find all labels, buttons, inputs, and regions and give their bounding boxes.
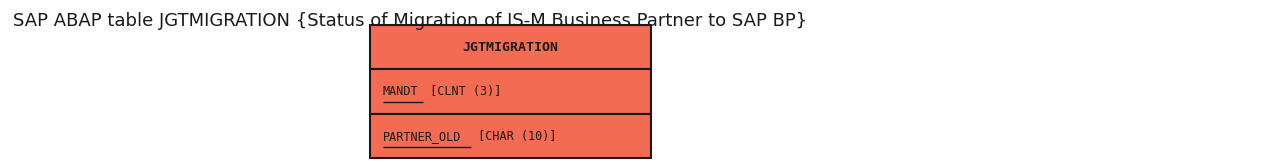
FancyBboxPatch shape [370, 114, 651, 158]
Text: JGTMIGRATION: JGTMIGRATION [462, 41, 559, 53]
Text: [CLNT (3)]: [CLNT (3)] [422, 85, 501, 98]
FancyBboxPatch shape [370, 25, 651, 69]
Text: SAP ABAP table JGTMIGRATION {Status of Migration of IS-M Business Partner to SAP: SAP ABAP table JGTMIGRATION {Status of M… [13, 12, 806, 30]
Text: MANDT: MANDT [383, 85, 419, 98]
FancyBboxPatch shape [370, 69, 651, 114]
Text: PARTNER_OLD: PARTNER_OLD [383, 130, 461, 143]
Text: [CHAR (10)]: [CHAR (10)] [471, 130, 556, 143]
